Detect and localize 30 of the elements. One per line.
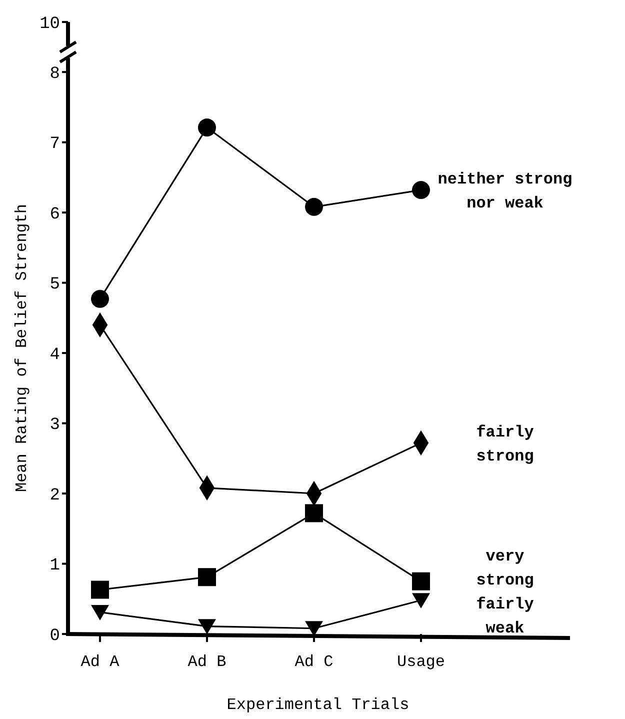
series-label: neither strong nor weak [438,170,572,213]
y-tick-label: 2 [50,486,60,506]
x-tick-label: Ad C [294,653,334,671]
y-tick-label: 1 [50,556,60,576]
point [198,619,216,634]
y-tick-label: 7 [50,135,60,154]
point [91,290,109,308]
point [305,198,323,216]
text: 10 [40,14,60,34]
point [198,568,216,586]
point [412,593,430,608]
x-tick-label: Ad A [80,653,120,671]
point [412,181,430,200]
point [91,605,109,620]
y-tick-label: 3 [50,416,60,436]
point [198,118,216,137]
text: fairly weak [476,595,534,638]
y-tick-label: 5 [50,276,60,295]
x-tick-label: Ad B [188,653,226,671]
point [412,572,430,590]
y-tick-label: 6 [50,205,60,224]
y-tick-label: 8 [50,65,60,84]
y-tick-label: 0 [50,626,60,646]
text: fairly strong [476,424,534,466]
y-axis-title: Mean Rating of Belief Strength [13,204,31,492]
x-tick-label: Usage [396,653,446,671]
point [305,504,323,522]
point [91,580,109,599]
y-tick-label: 4 [50,346,60,365]
x-axis-title: Experimental Trials [226,696,410,714]
